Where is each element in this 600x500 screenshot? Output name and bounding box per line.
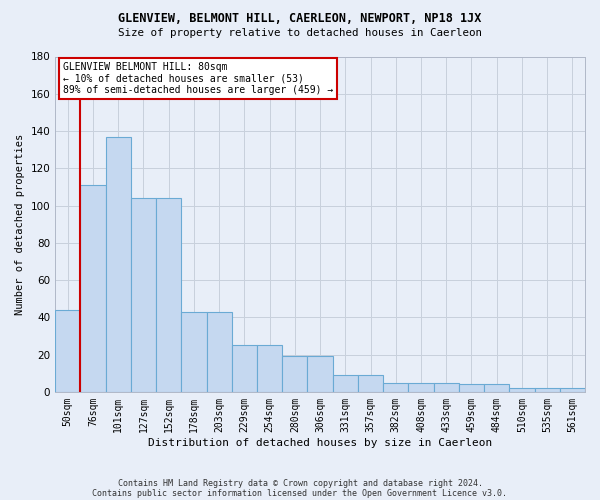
Bar [434,382,459,392]
Bar [509,388,535,392]
Text: GLENVIEW BELMONT HILL: 80sqm
← 10% of detached houses are smaller (53)
89% of se: GLENVIEW BELMONT HILL: 80sqm ← 10% of de… [63,62,334,94]
Bar [560,388,585,392]
Bar [206,312,232,392]
Bar [131,198,156,392]
Bar [332,375,358,392]
Bar [80,185,106,392]
Bar [257,346,282,392]
Bar [106,136,131,392]
Bar [156,198,181,392]
Bar [282,356,307,392]
Bar [358,375,383,392]
X-axis label: Distribution of detached houses by size in Caerleon: Distribution of detached houses by size … [148,438,492,448]
Bar [484,384,509,392]
Bar [232,346,257,392]
Text: GLENVIEW, BELMONT HILL, CAERLEON, NEWPORT, NP18 1JX: GLENVIEW, BELMONT HILL, CAERLEON, NEWPOR… [118,12,482,24]
Bar [55,310,80,392]
Bar [383,382,409,392]
Y-axis label: Number of detached properties: Number of detached properties [15,134,25,315]
Text: Size of property relative to detached houses in Caerleon: Size of property relative to detached ho… [118,28,482,38]
Bar [307,356,332,392]
Bar [459,384,484,392]
Bar [535,388,560,392]
Bar [409,382,434,392]
Text: Contains HM Land Registry data © Crown copyright and database right 2024.
Contai: Contains HM Land Registry data © Crown c… [92,478,508,498]
Bar [181,312,206,392]
